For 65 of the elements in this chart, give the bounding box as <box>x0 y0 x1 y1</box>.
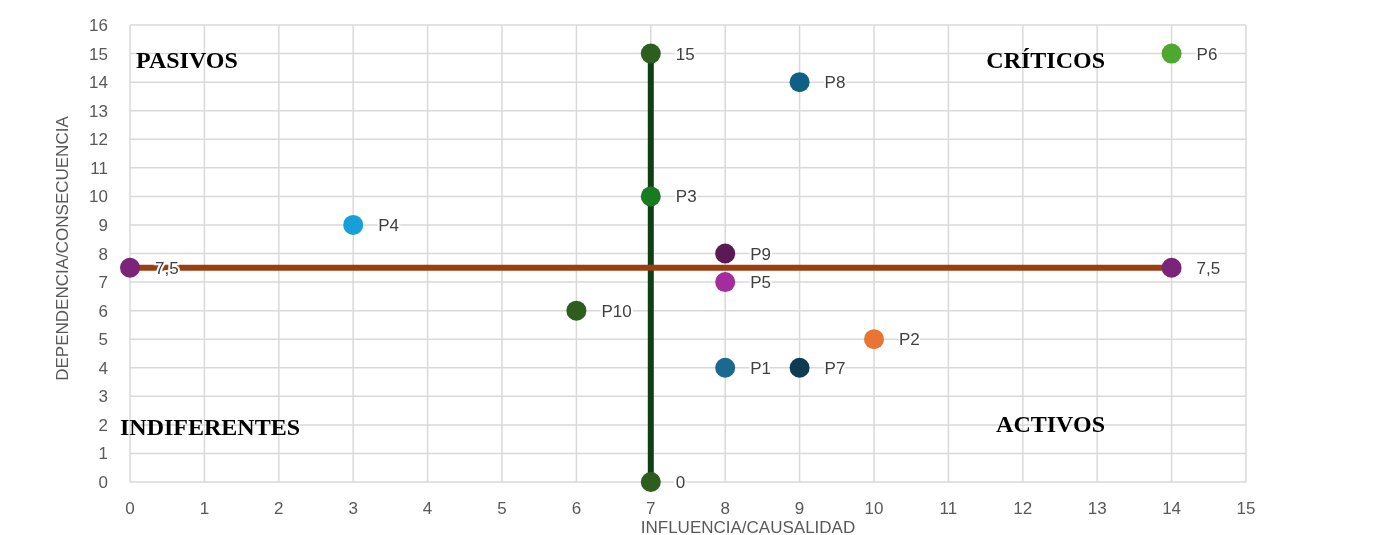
data-label: 0 <box>675 473 686 492</box>
data-label: P9 <box>750 244 771 264</box>
x-tick-label: 0 <box>125 499 135 518</box>
y-tick-label: 11 <box>90 158 108 178</box>
data-label: P1 <box>750 358 771 378</box>
annotation: INDIFERENTES <box>120 414 301 440</box>
x-tick-label: 15 <box>1236 499 1256 518</box>
y-tick-label: 2 <box>98 415 108 435</box>
point <box>120 257 140 278</box>
x-tick-label: 1 <box>199 499 210 518</box>
x-tick-label: 2 <box>274 499 284 518</box>
annotation: PASIVOS <box>136 47 238 73</box>
y-tick-label: 6 <box>98 301 108 321</box>
y-tick-label: 9 <box>98 215 108 235</box>
y-axis-title: DEPENDENCIA/CONSECUENCIA <box>53 115 72 381</box>
x-tick-label: 9 <box>794 499 805 518</box>
y-tick-label: 10 <box>89 187 108 207</box>
x-axis-title: INFLUENCIA/CAUSALIDAD <box>640 518 856 535</box>
x-tick-label: 7 <box>646 499 656 518</box>
point <box>715 357 736 378</box>
y-tick-label: 3 <box>98 387 108 407</box>
data-label: P8 <box>824 73 846 93</box>
point <box>640 472 661 492</box>
x-tick-label: 5 <box>497 499 507 518</box>
point <box>640 43 661 64</box>
y-tick-label: 15 <box>89 44 108 64</box>
x-tick-label: 8 <box>720 499 730 518</box>
point <box>1161 43 1182 64</box>
data-label: P3 <box>675 187 697 207</box>
x-tick-label: 3 <box>348 499 358 518</box>
y-tick-label: 12 <box>89 130 108 150</box>
y-tick-label: 16 <box>89 16 108 35</box>
y-tick-label: 0 <box>98 473 108 492</box>
annotation: ACTIVOS <box>996 411 1105 437</box>
point <box>715 272 736 293</box>
data-label: P2 <box>899 330 920 350</box>
annotation: CRÍTICOS <box>986 47 1105 73</box>
point <box>864 329 884 350</box>
y-tick-label: 1 <box>98 444 108 464</box>
x-tick-label: 14 <box>1162 499 1182 518</box>
data-label: P5 <box>750 273 771 293</box>
data-label: 15 <box>675 44 695 64</box>
y-tick-label: 13 <box>89 101 108 121</box>
x-tick-label: 6 <box>571 499 582 518</box>
y-tick-label: 7 <box>98 273 108 293</box>
x-tick-label: 12 <box>1013 499 1033 518</box>
y-tick-label: 8 <box>98 244 108 264</box>
point <box>343 214 364 235</box>
x-tick-label: 10 <box>864 499 884 518</box>
data-label: P4 <box>378 215 399 235</box>
data-label: P6 <box>1196 44 1218 64</box>
data-label: P7 <box>824 358 846 378</box>
point <box>715 243 736 264</box>
data-label: 7,5 <box>1196 258 1221 278</box>
point <box>789 72 810 93</box>
y-tick-label: 5 <box>98 330 108 350</box>
data-label: P10 <box>601 301 632 321</box>
x-tick-label: 11 <box>939 499 958 518</box>
y-tick-label: 4 <box>98 358 108 378</box>
y-tick-label: 14 <box>89 73 108 93</box>
point <box>640 186 661 207</box>
x-tick-label: 4 <box>422 499 433 518</box>
point <box>789 357 810 378</box>
point <box>1161 257 1182 278</box>
x-tick-label: 13 <box>1087 499 1107 518</box>
